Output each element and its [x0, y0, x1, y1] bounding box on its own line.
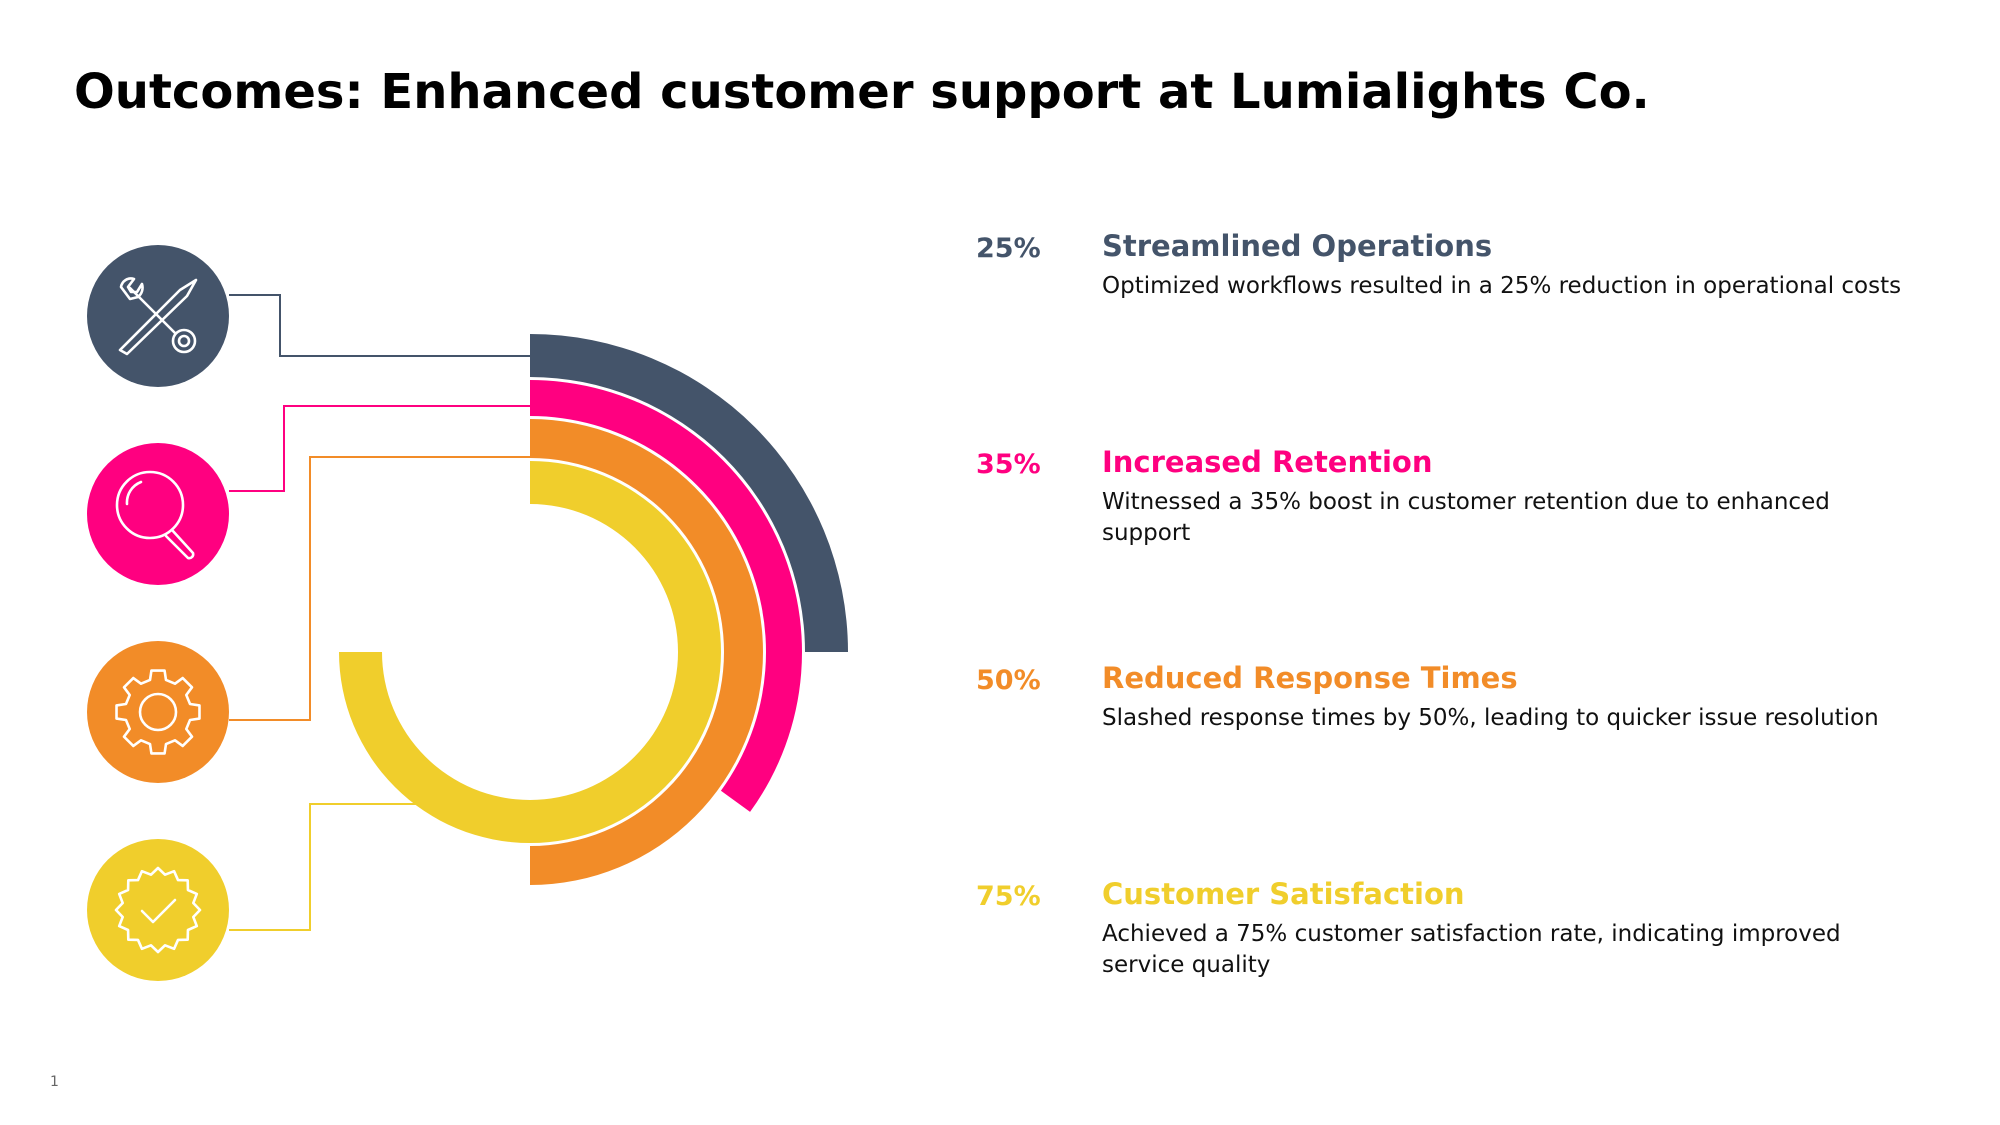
outcome-description: Optimized workflows resulted in a 25% re…	[1102, 273, 1902, 299]
outcome-description: Witnessed a 35% boost in customer retent…	[1102, 489, 1830, 546]
gear-icon	[115, 669, 201, 755]
radial-bar-3	[530, 419, 763, 885]
outcome-percent: 75%	[976, 881, 1041, 912]
page-title: Outcomes: Enhanced customer support at L…	[74, 64, 1650, 120]
outcome-percent: 25%	[976, 233, 1041, 264]
gear-icon-group	[87, 641, 229, 783]
connector-line-1	[229, 294, 530, 357]
outcome-percent: 50%	[976, 665, 1041, 696]
connector-lines	[229, 294, 530, 931]
tools-icon	[118, 277, 198, 356]
outcome-title: Customer Satisfaction	[1102, 877, 1465, 911]
connector-line-2	[229, 405, 530, 492]
check-badge-icon-group	[87, 839, 229, 981]
outcome-description: Achieved a 75% customer satisfaction rat…	[1102, 921, 1841, 978]
connector-line-3	[229, 456, 530, 721]
radial-bar-2	[530, 380, 802, 812]
magnifier-icon-group	[87, 443, 229, 585]
magnifier-icon	[115, 470, 195, 560]
radial-bar-1	[530, 334, 848, 652]
outcome-description: Slashed response times by 50%, leading t…	[1102, 705, 1879, 731]
magnifier-icon-circle	[87, 443, 229, 585]
outcome-percent: 35%	[976, 449, 1041, 480]
outcome-title: Increased Retention	[1102, 445, 1433, 479]
check-badge-icon	[114, 866, 202, 954]
icon-column	[87, 245, 229, 981]
radial-bars	[339, 334, 848, 885]
outcome-title: Streamlined Operations	[1102, 229, 1493, 263]
check-badge-icon-circle	[87, 839, 229, 981]
gear-icon-circle	[87, 641, 229, 783]
radial-bar-4	[339, 461, 721, 843]
tools-icon-group	[87, 245, 229, 387]
outcome-title: Reduced Response Times	[1102, 661, 1518, 695]
connector-line-4	[229, 803, 425, 931]
page-number: 1	[50, 1074, 59, 1090]
